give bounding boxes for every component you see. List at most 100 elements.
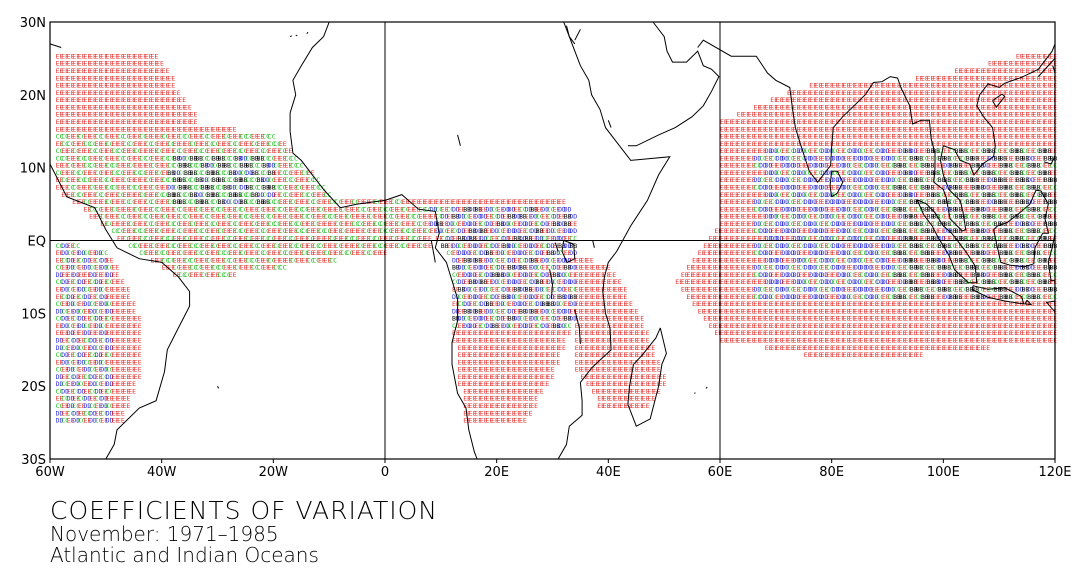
code-mark: EE (1005, 103, 1013, 111)
code-mark: EE (84, 147, 92, 155)
code-mark: BB (994, 176, 1002, 184)
code-mark: BB (240, 198, 248, 206)
code-mark: BB (519, 264, 527, 272)
code-mark: EE (625, 351, 633, 359)
code-mark: EE (84, 344, 92, 352)
code-mark: EE (860, 140, 868, 148)
code-mark: EE (971, 322, 979, 330)
code-mark: DD (56, 373, 64, 381)
code-mark: EE (625, 337, 633, 345)
code-mark: EE (642, 358, 650, 366)
code-mark: EE (486, 198, 494, 206)
code-mark: EE (982, 220, 990, 228)
code-mark: DD (95, 351, 103, 359)
code-mark: EE (770, 322, 778, 330)
code-mark: EE (982, 315, 990, 323)
code-mark: CC (279, 249, 287, 257)
code-mark: CC (307, 213, 315, 221)
code-mark: DD (804, 264, 812, 272)
code-mark: CC (128, 220, 136, 228)
code-mark: DD (56, 271, 64, 279)
code-mark: EE (899, 264, 907, 272)
code-mark: EE (659, 380, 667, 388)
code-mark: EE (737, 220, 745, 228)
code-mark: CC (290, 256, 298, 264)
code-mark: CC (234, 184, 242, 192)
code-mark: EE (737, 264, 745, 272)
code-mark: BB (1044, 256, 1052, 264)
code-mark: DD (871, 227, 879, 235)
code-mark: CC (452, 220, 460, 228)
code-mark: CC (117, 133, 125, 141)
code-mark: CC (798, 220, 806, 228)
code-mark: EE (982, 322, 990, 330)
code-mark: BB (195, 154, 203, 162)
code-mark: EE (837, 329, 845, 337)
code-mark: EE (1016, 205, 1024, 213)
code-mark: EE (173, 256, 181, 264)
code-mark: CC (229, 140, 237, 148)
code-mark: EE (218, 242, 226, 250)
code-mark: EE (1038, 329, 1046, 337)
code-mark: EE (776, 103, 784, 111)
code-mark: CC (519, 205, 527, 213)
code-mark: CC (938, 213, 946, 221)
code-mark: EE (178, 140, 186, 148)
code-mark: DD (474, 213, 482, 221)
code-mark: BB (1038, 235, 1046, 243)
code-mark: BB (910, 235, 918, 243)
code-mark: EE (982, 96, 990, 104)
code-mark: DD (530, 278, 538, 286)
code-mark: BB (1044, 176, 1052, 184)
code-mark: EE (569, 220, 577, 228)
code-mark: BB (569, 242, 577, 250)
code-mark: EE (363, 220, 371, 228)
code-mark: EE (111, 111, 119, 119)
code-mark: EE (100, 103, 108, 111)
code-mark: EE (681, 278, 689, 286)
code-mark: EE (586, 271, 594, 279)
code-mark: EE (1005, 307, 1013, 315)
code-mark: BB (938, 242, 946, 250)
code-mark: EE (128, 89, 136, 97)
code-mark: EE (139, 176, 147, 184)
code-mark: CC (402, 227, 410, 235)
code-mark: BB (1044, 264, 1052, 272)
code-mark: EE (804, 125, 812, 133)
code-mark: EE (726, 147, 734, 155)
code-mark: EE (100, 278, 108, 286)
code-mark: EE (860, 300, 868, 308)
code-mark: EE (452, 300, 460, 308)
code-mark: CC (78, 293, 86, 301)
code-mark: DD (469, 256, 477, 264)
code-mark: EE (915, 213, 923, 221)
code-mark: EE (340, 235, 348, 243)
code-mark: EE (374, 205, 382, 213)
code-mark: EE (726, 307, 734, 315)
code-mark: BB (480, 278, 488, 286)
code-mark: CC (229, 198, 237, 206)
code-mark: EE (84, 380, 92, 388)
code-mark: EE (67, 118, 75, 126)
code-mark: BB (240, 162, 248, 170)
code-mark: EE (994, 337, 1002, 345)
code-mark: CC (123, 140, 131, 148)
code-mark: EE (731, 169, 739, 177)
code-mark: EE (821, 133, 829, 141)
code-mark: EE (145, 96, 153, 104)
code-mark: BB (1010, 278, 1018, 286)
code-mark: CC (904, 271, 912, 279)
code-mark: EE (56, 162, 64, 170)
code-mark: CC (832, 235, 840, 243)
code-mark: DD (89, 344, 97, 352)
code-mark: EE (536, 293, 544, 301)
code-mark: CC (240, 249, 248, 257)
code-mark: EE (809, 235, 817, 243)
code-mark: EE (1022, 315, 1030, 323)
code-mark: EE (843, 82, 851, 90)
code-mark: EE (368, 205, 376, 213)
code-mark: DD (61, 322, 69, 330)
code-mark: EE (285, 184, 293, 192)
code-mark: CC (257, 227, 265, 235)
code-mark: EE (765, 242, 773, 250)
